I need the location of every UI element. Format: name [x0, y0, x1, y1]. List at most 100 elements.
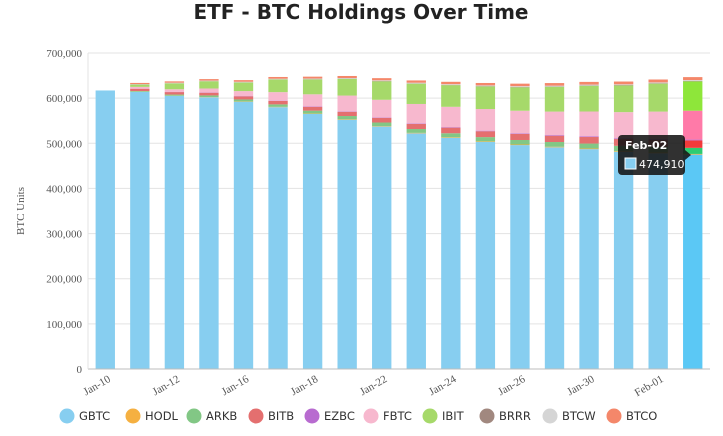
bar-segment-bitb[interactable]: [406, 123, 426, 130]
bar-segment-bitb[interactable]: [233, 96, 254, 100]
bar-segment-hodl[interactable]: [544, 146, 565, 148]
bar-segment-bitb[interactable]: [475, 131, 496, 138]
bar-segment-gbtc[interactable]: [95, 90, 115, 370]
legend-item-gbtc[interactable]: GBTC: [59, 408, 111, 424]
bar-segment-ezbc[interactable]: [475, 130, 496, 132]
bar-segment-gbtc[interactable]: [302, 113, 323, 369]
bar-stack-jan-16[interactable]: [233, 80, 254, 370]
bar-segment-arkb[interactable]: [441, 133, 461, 138]
bar-segment-btco[interactable]: [510, 83, 530, 87]
bar-segment-arkb[interactable]: [544, 142, 565, 147]
bar-segment-fbtc[interactable]: [199, 88, 219, 93]
legend-item-hodl[interactable]: HODL: [125, 408, 179, 424]
bar-stack-jan-29[interactable]: [544, 83, 565, 369]
bar-segment-fbtc[interactable]: [510, 110, 530, 134]
bar-segment-btco[interactable]: [406, 80, 426, 83]
bar-segment-arkb[interactable]: [372, 122, 392, 127]
bar-segment-btcw[interactable]: [406, 82, 426, 84]
bar-segment-bitb[interactable]: [164, 92, 185, 95]
bar-stack-jan-31[interactable]: [613, 81, 634, 369]
bar-segment-arkb[interactable]: [302, 110, 323, 114]
bar-stack-jan-15[interactable]: [199, 79, 219, 370]
bar-segment-bitb[interactable]: [441, 127, 461, 134]
legend-item-ibit[interactable]: IBIT: [422, 408, 465, 424]
legend-item-arkb[interactable]: ARKB: [186, 408, 238, 424]
bar-segment-ibit[interactable]: [302, 79, 323, 95]
bar-segment-bitb[interactable]: [302, 106, 323, 111]
bar-segment-gbtc[interactable]: [268, 107, 288, 370]
bar-segment-fbtc[interactable]: [302, 94, 323, 107]
bar-segment-btco[interactable]: [613, 81, 634, 85]
bar-segment-fbtc[interactable]: [268, 92, 288, 101]
bar-segment-ibit[interactable]: [544, 86, 565, 112]
bar-segment-gbtc[interactable]: [406, 133, 426, 369]
bar-segment-btco[interactable]: [233, 80, 254, 82]
legend-item-bitb[interactable]: BITB: [248, 408, 295, 424]
bar-segment-bitb[interactable]: [579, 137, 599, 144]
bar-segment-ibit[interactable]: [613, 85, 634, 113]
bar-stack-jan-26[interactable]: [510, 83, 530, 369]
bar-segment-arkb[interactable]: [130, 91, 150, 92]
bar-segment-ibit[interactable]: [475, 86, 496, 110]
bar-segment-fbtc[interactable]: [233, 91, 254, 97]
bar-segment-hodl[interactable]: [579, 148, 599, 150]
bar-segment-btcw[interactable]: [164, 82, 185, 84]
bar-segment-gbtc[interactable]: [510, 145, 530, 369]
bar-segment-btcw[interactable]: [475, 85, 496, 87]
bar-segment-ibit[interactable]: [337, 78, 357, 96]
bar-segment-btcw[interactable]: [302, 78, 323, 80]
bar-segment-bitb[interactable]: [683, 140, 703, 148]
bar-segment-arkb[interactable]: [199, 95, 219, 98]
bar-segment-btco[interactable]: [441, 81, 461, 85]
bar-segment-hodl[interactable]: [510, 144, 530, 146]
bar-segment-btcw[interactable]: [510, 86, 530, 87]
bar-segment-btcw[interactable]: [372, 80, 392, 81]
bar-segment-btcw[interactable]: [441, 84, 461, 85]
bar-stack-jan-10[interactable]: [95, 90, 115, 370]
bar-segment-btco[interactable]: [130, 82, 150, 85]
bar-segment-ibit[interactable]: [579, 85, 599, 112]
bar-segment-btcw[interactable]: [233, 81, 254, 83]
bar-segment-arkb[interactable]: [510, 139, 530, 145]
bar-segment-ibit[interactable]: [372, 81, 392, 100]
bar-segment-arkb[interactable]: [233, 99, 254, 102]
bar-stack-jan-25[interactable]: [475, 82, 496, 369]
bar-segment-ezbc[interactable]: [510, 133, 530, 134]
bar-segment-btco[interactable]: [475, 82, 496, 86]
bar-segment-gbtc[interactable]: [683, 154, 703, 369]
bar-segment-gbtc[interactable]: [337, 119, 357, 369]
bar-segment-arkb[interactable]: [683, 147, 703, 154]
bar-segment-gbtc[interactable]: [544, 147, 565, 369]
bar-segment-btcw[interactable]: [683, 80, 703, 81]
legend-item-fbtc[interactable]: FBTC: [363, 408, 412, 424]
bar-segment-arkb[interactable]: [579, 143, 599, 149]
bar-segment-btco[interactable]: [337, 75, 357, 79]
bar-segment-gbtc[interactable]: [372, 126, 392, 369]
bar-stack-jan-18[interactable]: [302, 76, 323, 369]
bar-segment-btco[interactable]: [544, 83, 565, 86]
bar-segment-arkb[interactable]: [475, 137, 496, 142]
bar-segment-ibit[interactable]: [683, 81, 703, 111]
bar-segment-btcw[interactable]: [613, 84, 634, 86]
bar-segment-bitb[interactable]: [337, 111, 357, 117]
bar-segment-ibit[interactable]: [233, 82, 254, 92]
bar-segment-btcw[interactable]: [199, 80, 219, 82]
bar-segment-btcw[interactable]: [579, 84, 599, 86]
bar-segment-gbtc[interactable]: [441, 137, 461, 369]
bar-segment-btco[interactable]: [199, 79, 219, 81]
bar-segment-fbtc[interactable]: [372, 99, 392, 118]
bar-stack-jan-22[interactable]: [372, 78, 392, 369]
bar-segment-btco[interactable]: [372, 78, 392, 81]
bar-segment-fbtc[interactable]: [337, 95, 357, 112]
bar-segment-btcw[interactable]: [648, 82, 668, 84]
bar-segment-ibit[interactable]: [130, 84, 150, 87]
bar-segment-fbtc[interactable]: [441, 106, 461, 128]
bar-segment-fbtc[interactable]: [579, 111, 599, 137]
bar-segment-bitb[interactable]: [510, 133, 530, 140]
bar-segment-arkb[interactable]: [268, 104, 288, 107]
bar-segment-bitb[interactable]: [544, 135, 565, 143]
bar-stack-jan-30[interactable]: [579, 81, 599, 369]
bar-segment-arkb[interactable]: [337, 116, 357, 120]
bar-segment-ibit[interactable]: [648, 83, 668, 112]
bar-segment-fbtc[interactable]: [164, 89, 185, 92]
